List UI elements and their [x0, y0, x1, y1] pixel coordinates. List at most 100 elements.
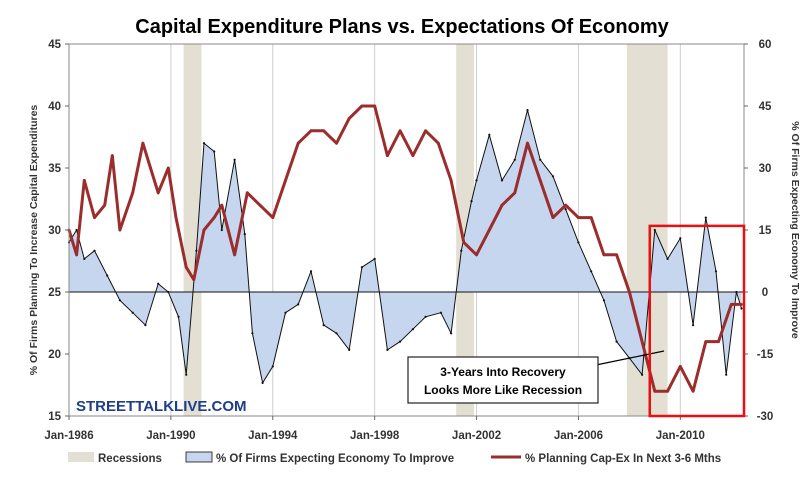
capex-point-56 [704, 340, 708, 343]
legend-swatch-recessions [68, 452, 94, 462]
capex-point-5 [103, 203, 107, 207]
y-right-tick-label-5: 0 [762, 287, 768, 299]
y-left-tick-label-4: 30 [48, 225, 61, 237]
y-right-tick-label-7: -30 [757, 411, 774, 423]
capex-point-27 [335, 141, 338, 145]
economy-point-24 [309, 270, 313, 273]
legend-label-economy: % Of Firms Expecting Economy To Improve [216, 453, 454, 465]
x-tick-label-5: Jan-2002 [452, 430, 501, 442]
legend-swatch-economy [185, 451, 213, 463]
capex-point-39 [487, 228, 491, 232]
y-right-tick-label-4: 15 [759, 225, 772, 237]
economy-point-26 [335, 332, 338, 335]
capex-point-7 [118, 228, 122, 232]
chart-title: Capital Expenditure Plans vs. Expectatio… [135, 16, 669, 38]
capex-point-11 [156, 191, 160, 195]
economy-point-47 [590, 270, 593, 273]
capex-point-38 [475, 253, 478, 257]
economy-point-20 [261, 381, 264, 384]
capex-point-43 [538, 179, 542, 182]
economy-point-27 [348, 348, 351, 351]
x-tick-label-4: Jan-1998 [350, 430, 400, 442]
economy-point-49 [615, 340, 618, 343]
economy-point-19 [251, 332, 254, 335]
capex-point-22 [271, 216, 275, 220]
economy-point-33 [424, 315, 427, 318]
annotation-callout: 3-Years Into Recovery Looks More Like Re… [407, 350, 665, 404]
economy-point-42 [526, 109, 529, 112]
y-right-tick-label-1: 60 [759, 39, 772, 51]
economy-point-56 [704, 216, 707, 219]
capex-point-4 [93, 216, 96, 220]
economy-point-13 [195, 249, 198, 252]
economy-area-series [67, 109, 744, 385]
capex-point-13 [174, 216, 178, 220]
capex-point-8 [131, 191, 135, 195]
annotation-pointer [595, 350, 665, 366]
capex-point-25 [309, 129, 313, 133]
capex-point-55 [691, 389, 695, 393]
highlight-box [648, 224, 746, 418]
economy-point-34 [439, 311, 442, 314]
annotation-line-2: Looks More Like Recession [424, 383, 582, 397]
capex-point-51 [640, 340, 644, 343]
y-left-tick-label-5: 25 [48, 287, 61, 299]
capex-point-57 [717, 340, 720, 343]
capex-point-18 [220, 203, 224, 207]
economy-point-14 [202, 142, 206, 145]
economy-point-6 [118, 299, 121, 302]
economy-point-51 [641, 373, 644, 376]
capex-point-47 [589, 216, 593, 220]
economy-point-55 [692, 324, 695, 327]
capex-point-33 [411, 154, 415, 158]
capex-point-35 [436, 141, 440, 145]
x-tick-label-6: Jan-2006 [554, 430, 603, 442]
economy-point-52 [653, 228, 656, 232]
economy-point-48 [602, 299, 606, 302]
economy-point-2 [75, 228, 78, 232]
capex-point-34 [424, 129, 427, 133]
capex-point-3 [82, 179, 86, 182]
capex-point-21 [258, 203, 262, 207]
axes: 45 40 35 30 25 20 15 60 45 30 15 0 -15 -30 Jan-1986 Jan… [44, 39, 774, 442]
capex-line-series [67, 104, 743, 393]
capex-point-37 [462, 241, 466, 244]
economy-point-25 [322, 324, 325, 327]
economy-point-9 [157, 282, 160, 285]
capex-point-17 [212, 216, 216, 220]
economy-point-21 [271, 365, 274, 368]
capex-point-30 [373, 104, 377, 108]
economy-point-40 [500, 179, 504, 182]
capex-point-42 [526, 141, 529, 145]
economy-point-30 [386, 348, 389, 351]
economy-point-8 [144, 324, 147, 327]
economy-point-22 [284, 311, 287, 314]
capex-point-29 [360, 104, 364, 108]
economy-point-43 [539, 158, 542, 161]
capex-point-28 [347, 117, 351, 120]
y-left-tick-label-1: 45 [48, 39, 61, 51]
economy-point-36 [460, 249, 463, 252]
capex-point-32 [398, 129, 402, 133]
economy-point-31 [399, 340, 402, 343]
economy-point-23 [297, 303, 300, 306]
economy-point-54 [679, 237, 682, 240]
economy-point-39 [488, 133, 491, 136]
capex-point-6 [110, 154, 114, 158]
capex-point-15 [192, 278, 196, 281]
capex-point-48 [602, 253, 606, 257]
economy-point-11 [177, 315, 180, 318]
capex-point-36 [449, 179, 453, 182]
capex-point-12 [166, 166, 170, 170]
economy-point-4 [93, 249, 96, 252]
y-left-tick-label-7: 15 [48, 411, 61, 423]
economy-point-44 [551, 175, 555, 178]
economy-point-45 [564, 208, 567, 211]
y-right-tick-label-2: 45 [759, 101, 772, 113]
capex-point-46 [577, 216, 580, 220]
capex-point-44 [551, 216, 555, 220]
economy-point-5 [106, 274, 109, 277]
economy-point-35 [450, 332, 453, 335]
economy-point-18 [243, 233, 246, 236]
